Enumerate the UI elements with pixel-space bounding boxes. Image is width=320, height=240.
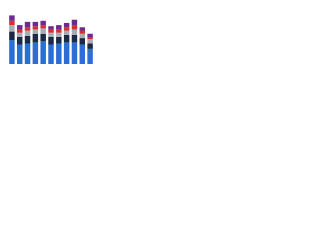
bar-segment bbox=[56, 37, 62, 44]
bar-segment bbox=[56, 43, 62, 64]
bar-segment bbox=[87, 37, 93, 40]
bar-segment bbox=[32, 29, 39, 34]
bar-segment bbox=[9, 15, 15, 21]
page: (() => { const data = JSON.parse(documen… bbox=[0, 0, 320, 71]
bar-segment bbox=[87, 33, 93, 37]
bar-segment bbox=[24, 27, 31, 31]
bar-segment bbox=[79, 44, 86, 64]
bar-segment bbox=[87, 43, 93, 49]
bar-segment bbox=[71, 25, 78, 30]
bar-segment bbox=[48, 44, 54, 64]
bar-segment bbox=[9, 20, 15, 26]
bar-segment bbox=[87, 48, 93, 64]
bar-segment bbox=[48, 26, 54, 30]
bar-segment bbox=[71, 29, 78, 35]
bar-segment bbox=[63, 27, 70, 31]
bar-segment bbox=[40, 20, 46, 26]
bar-segment bbox=[71, 42, 78, 64]
bar-segment bbox=[63, 42, 70, 64]
bar-segment bbox=[16, 32, 23, 37]
bar-segment bbox=[32, 21, 39, 27]
bar-segment bbox=[79, 38, 86, 45]
bar-segment bbox=[40, 25, 46, 29]
bar-segment bbox=[16, 37, 23, 45]
bar-segment bbox=[40, 28, 46, 34]
bar-segment bbox=[71, 34, 78, 43]
bar-segment bbox=[79, 27, 86, 31]
bar-segment bbox=[79, 33, 86, 39]
bar-segment bbox=[16, 29, 23, 33]
bar-segment bbox=[63, 30, 70, 35]
bar-segment bbox=[56, 29, 62, 33]
bar-segment bbox=[63, 22, 70, 28]
bar-segment bbox=[32, 33, 39, 43]
bar-segment bbox=[24, 43, 31, 64]
bar-segment bbox=[63, 34, 70, 43]
bar-segment bbox=[24, 35, 31, 44]
bar-segment bbox=[32, 26, 39, 30]
bar-segment bbox=[87, 39, 93, 44]
bar-segment bbox=[24, 21, 31, 28]
chart bbox=[9, 15, 93, 64]
bar-segment bbox=[79, 30, 86, 34]
bar-segment bbox=[71, 19, 78, 26]
bar-segment bbox=[9, 40, 15, 64]
bar-segment bbox=[48, 32, 54, 37]
bar-segment bbox=[32, 42, 39, 64]
bar-segment bbox=[56, 32, 62, 37]
bar-segment bbox=[56, 25, 62, 30]
bar-segment bbox=[16, 44, 23, 64]
bar-segment bbox=[9, 25, 15, 32]
bar-segment bbox=[48, 37, 54, 45]
bar-segment bbox=[16, 25, 23, 30]
bar-segment bbox=[48, 29, 54, 33]
bar-segment bbox=[9, 31, 15, 41]
bar-segment bbox=[40, 33, 46, 42]
bar-segment bbox=[24, 30, 31, 36]
bar-segment bbox=[40, 41, 46, 64]
